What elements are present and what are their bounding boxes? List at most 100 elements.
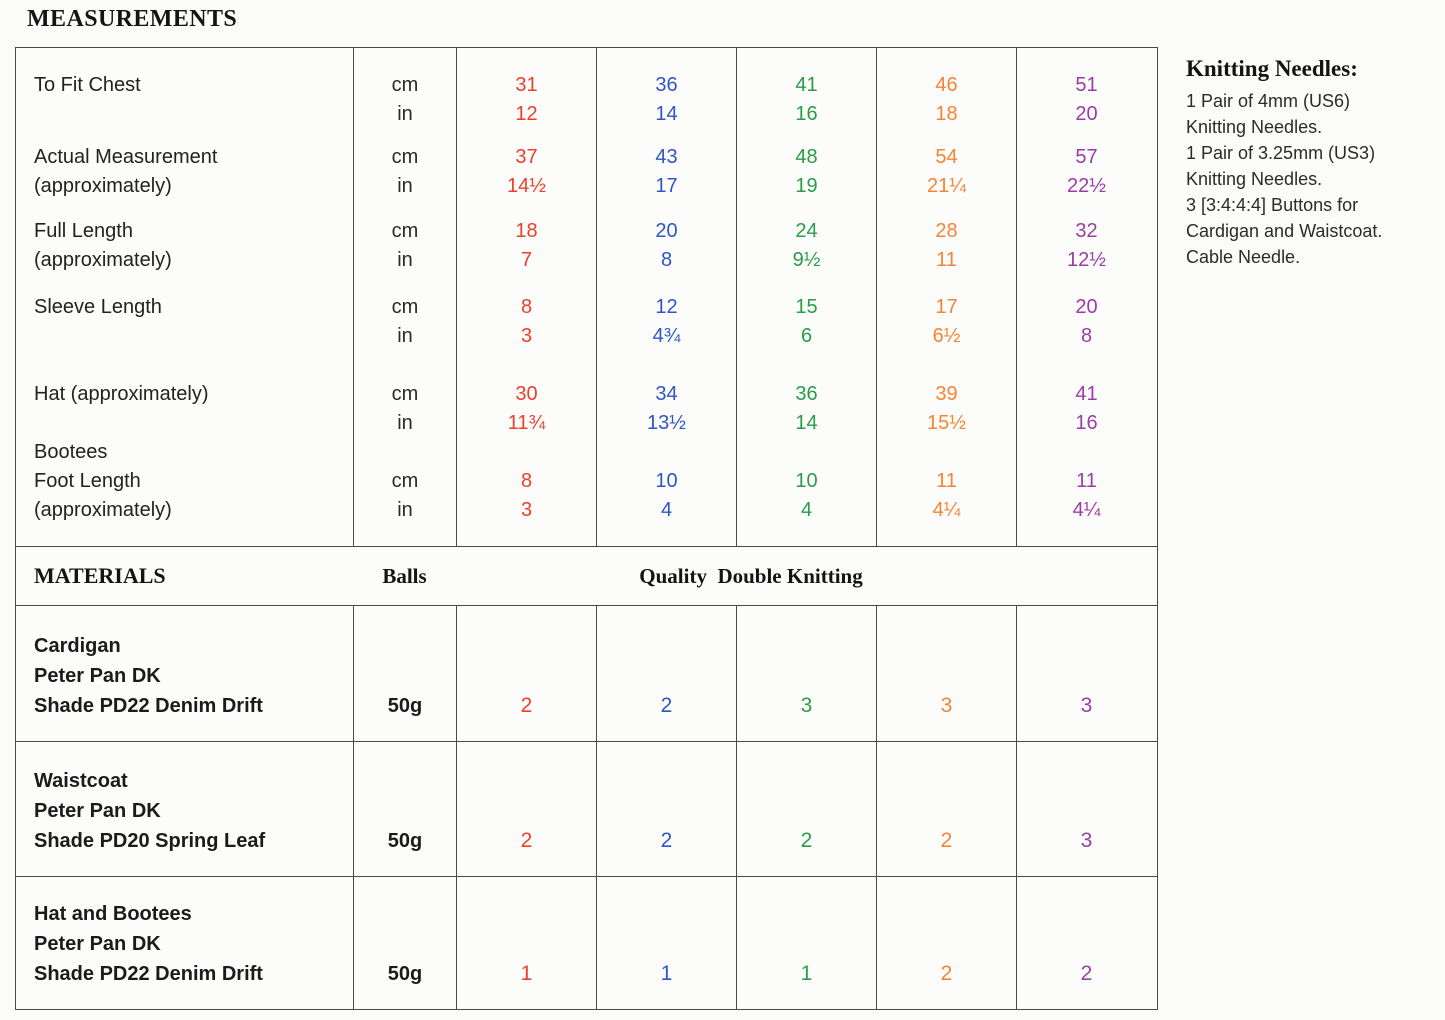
size5-values: 11 4¼ <box>1016 438 1156 546</box>
size3-values: 15 6 <box>736 291 876 366</box>
ball-count-size2: 2 <box>596 606 736 741</box>
size1-values: 30 11¾ <box>456 366 596 438</box>
unit-cm: cm <box>391 146 419 168</box>
size2-values: 34 13½ <box>596 366 736 438</box>
size-value-cm: 20 <box>655 220 678 242</box>
size3-values: 36 14 <box>736 366 876 438</box>
count-value: 1 <box>800 962 813 985</box>
size-value-cm: 18 <box>515 220 538 242</box>
unit-cell: cm in <box>353 48 456 143</box>
size-value-in: 14 <box>655 103 678 125</box>
size-value-cm: 37 <box>515 146 538 168</box>
row-label: Hat (approximately) <box>16 366 353 438</box>
count-value: 2 <box>520 829 533 852</box>
spacer <box>457 438 596 467</box>
row-label-line: Sleeve Length <box>34 296 162 318</box>
needles-text-line: 1 Pair of 4mm (US6) <box>1186 91 1351 111</box>
row-label-line: Bootees <box>34 441 108 463</box>
materials-header: MATERIALS Balls Quality Double Knitting <box>16 546 1157 606</box>
ball-count-size2: 1 <box>596 877 736 1009</box>
size-value-in: 14 <box>795 412 818 434</box>
needles-text-line: Cardigan and Waistcoat. <box>1186 221 1383 241</box>
size5-values: 51 20 <box>1016 48 1156 143</box>
quality-header: Quality Double Knitting <box>639 563 863 588</box>
size-value-in: 8 <box>660 249 673 271</box>
size-value-cm: 31 <box>515 74 538 96</box>
size-value-cm: 24 <box>795 220 818 242</box>
materials-title: MATERIALS <box>34 563 166 588</box>
measurement-row-to-fit-chest: To Fit Chest cm in 31 12 36 14 41 16 46 … <box>16 48 1157 143</box>
unit-cell: cm in <box>353 366 456 438</box>
unit-in: in <box>397 325 413 347</box>
needles-text-line: 1 Pair of 3.25mm (US3) <box>1186 143 1376 163</box>
spacer <box>597 438 736 467</box>
size-value-in: 6 <box>800 325 813 347</box>
size-value-cm: 36 <box>795 383 818 405</box>
unit-cm: cm <box>391 383 419 405</box>
size3-values: 41 16 <box>736 48 876 143</box>
unit-in: in <box>397 103 413 125</box>
page-title: MEASUREMENTS <box>27 6 238 32</box>
row-label-line: (approximately) <box>34 175 172 197</box>
count-value: 3 <box>940 694 953 717</box>
ball-count-size4: 2 <box>876 742 1016 876</box>
needles-title: Knitting Needles: <box>1186 56 1358 81</box>
size-value-cm: 34 <box>655 383 678 405</box>
size-value-cm: 46 <box>935 74 958 96</box>
unit-in: in <box>397 412 413 434</box>
material-name-line: Shade PD22 Denim Drift <box>34 963 263 985</box>
material-name: Waistcoat Peter Pan DK Shade PD20 Spring… <box>16 742 353 876</box>
unit-cell: cm in <box>353 438 456 546</box>
size-value-in: 16 <box>795 103 818 125</box>
ball-count-size3: 3 <box>736 606 876 741</box>
size-value-in: 17 <box>655 175 678 197</box>
size4-values: 28 11 <box>876 217 1016 291</box>
size-value-in: 6½ <box>932 325 961 347</box>
material-name-line: Peter Pan DK <box>34 665 161 687</box>
size-value-in: 13½ <box>647 412 686 434</box>
size2-values: 43 17 <box>596 143 736 217</box>
size-value-in: 4¼ <box>1072 499 1101 521</box>
size3-values: 48 19 <box>736 143 876 217</box>
size-value-in: 3 <box>520 325 533 347</box>
row-label-line: Foot Length <box>34 470 141 492</box>
material-name-line: Waistcoat <box>34 770 128 792</box>
unit-cell: cm in <box>353 143 456 217</box>
unit-cm: cm <box>391 296 419 318</box>
row-label-line: Hat (approximately) <box>34 383 209 405</box>
size3-values: 24 9½ <box>736 217 876 291</box>
size-value-cm: 15 <box>795 296 818 318</box>
size-value-cm: 51 <box>1075 74 1098 96</box>
count-value: 3 <box>1080 694 1093 717</box>
size4-values: 39 15½ <box>876 366 1016 438</box>
size5-values: 20 8 <box>1016 291 1156 366</box>
ball-count-size1: 2 <box>456 606 596 741</box>
size-value-cm: 28 <box>935 220 958 242</box>
needles-text-line: Cable Needle. <box>1186 247 1301 267</box>
spacer <box>877 438 1016 467</box>
material-row-hat-and-bootees: Hat and Bootees Peter Pan DK Shade PD22 … <box>16 876 1157 1009</box>
count-value: 2 <box>1080 962 1093 985</box>
unit-cm: cm <box>391 74 419 96</box>
count-value: 2 <box>660 829 673 852</box>
size-value-in: 7 <box>520 249 533 271</box>
ball-count-size1: 1 <box>456 877 596 1009</box>
needles-text-line: Knitting Needles. <box>1186 169 1323 189</box>
count-value: 2 <box>660 694 673 717</box>
unit-in: in <box>397 499 413 521</box>
count-value: 1 <box>520 962 533 985</box>
row-label-line: Actual Measurement <box>34 146 218 168</box>
size5-values: 32 12½ <box>1016 217 1156 291</box>
size-value-in: 4¼ <box>932 499 961 521</box>
row-label: Sleeve Length <box>16 291 353 366</box>
size3-values: 10 4 <box>736 438 876 546</box>
material-name-line: Hat and Bootees <box>34 903 192 925</box>
size-value-cm: 54 <box>935 146 958 168</box>
balls-header: Balls <box>382 563 427 588</box>
needles-text: 1 Pair of 4mm (US6) Knitting Needles. 1 … <box>1186 88 1442 270</box>
size1-values: 8 3 <box>456 291 596 366</box>
unit-cell: cm in <box>353 291 456 366</box>
size4-values: 11 4¼ <box>876 438 1016 546</box>
size2-values: 12 4¾ <box>596 291 736 366</box>
size-value-cm: 43 <box>655 146 678 168</box>
